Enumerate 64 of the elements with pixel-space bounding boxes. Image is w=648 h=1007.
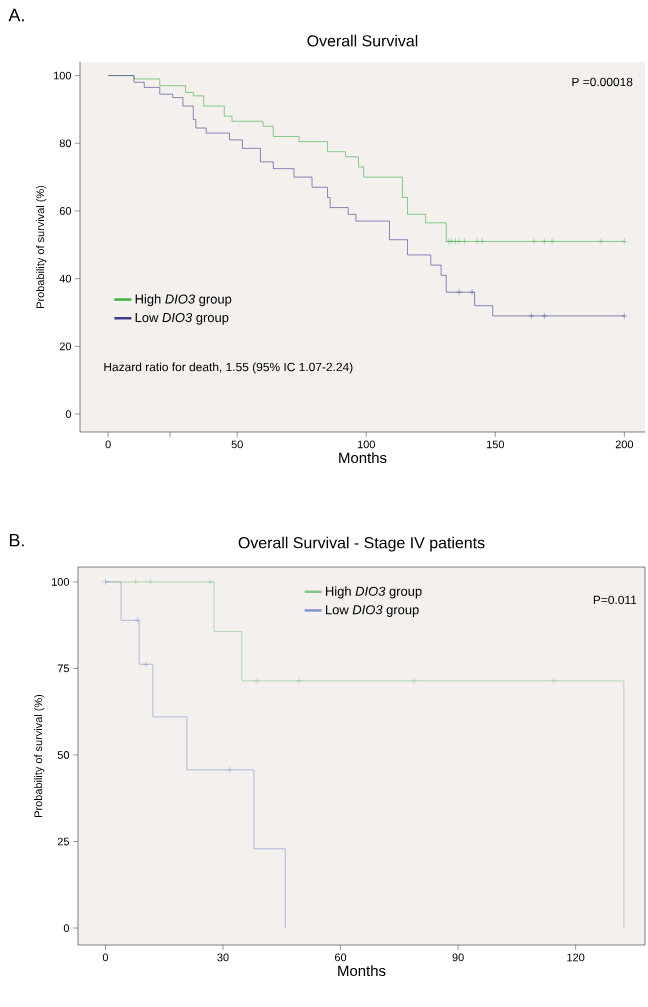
x-tick-label: 90 (452, 953, 464, 962)
x-tick-label: 60 (335, 953, 347, 962)
y-tick-label: 100 (52, 578, 70, 586)
point (528, 312, 535, 320)
point (142, 661, 149, 668)
legend-label: High DIO3 group (326, 586, 422, 599)
x-tick-label: 150 (486, 440, 504, 449)
point (479, 238, 486, 245)
point (132, 578, 139, 586)
y-tick-label: 0 (65, 410, 72, 418)
y-tick-label: 100 (54, 71, 72, 80)
text: B. (9, 534, 24, 547)
legend-label: Low DIO3 group (326, 605, 419, 617)
point (445, 238, 453, 245)
chart-title: Overall Survival - Stage IV patients (238, 536, 485, 552)
x-tick-label: 120 (567, 953, 585, 962)
y-tick-label: 0 (63, 924, 70, 932)
point (621, 238, 628, 245)
y-tick-label: 25 (57, 837, 70, 846)
y-tick-label: 50 (57, 751, 70, 759)
point (621, 312, 628, 320)
point (461, 238, 468, 245)
legend-label: Low DIO3 group (135, 312, 229, 325)
x-axis-title: Months (339, 452, 387, 464)
y-tick-label: 60 (59, 207, 72, 215)
legend-label: High DIO3 group (135, 294, 232, 307)
point (597, 238, 605, 245)
y-axis-title: Probability of survival (%) (36, 185, 47, 308)
x-tick-label: 100 (357, 440, 375, 449)
text: A. (8, 8, 24, 22)
point (541, 312, 548, 320)
point (474, 238, 481, 245)
annotation: P =0.00018 (572, 77, 633, 87)
point (295, 677, 303, 685)
y-tick-label: 75 (57, 664, 70, 673)
chart-title: Overall Survival (307, 34, 418, 47)
point (468, 289, 476, 296)
x-tick-label: 0 (105, 440, 111, 449)
y-tick-label: 40 (59, 274, 72, 283)
x-tick-label: 0 (102, 953, 109, 962)
point (147, 578, 154, 586)
y-tick-label: 20 (59, 342, 72, 351)
x-axis-title: Months (338, 965, 386, 977)
point (541, 238, 548, 245)
y-axis-title: Probability of survival (%) (34, 694, 45, 817)
point (411, 677, 418, 685)
annotation: Hazard ratio for death, 1.55 (95% IC 1.07-2.24) (104, 362, 353, 374)
point (226, 766, 233, 774)
y-tick-label: 80 (59, 139, 72, 148)
point (206, 578, 214, 586)
point (550, 677, 557, 685)
annotation: P=0.011 (593, 595, 637, 605)
point (455, 238, 463, 245)
x-tick-label: 200 (615, 440, 634, 449)
point (134, 617, 141, 624)
x-tick-label: 50 (231, 440, 243, 449)
point (102, 578, 109, 586)
point (448, 238, 455, 245)
point (530, 238, 538, 245)
point (548, 238, 556, 245)
point (452, 238, 459, 245)
point (455, 289, 463, 296)
x-tick-label: 30 (217, 953, 229, 962)
point (253, 677, 261, 685)
